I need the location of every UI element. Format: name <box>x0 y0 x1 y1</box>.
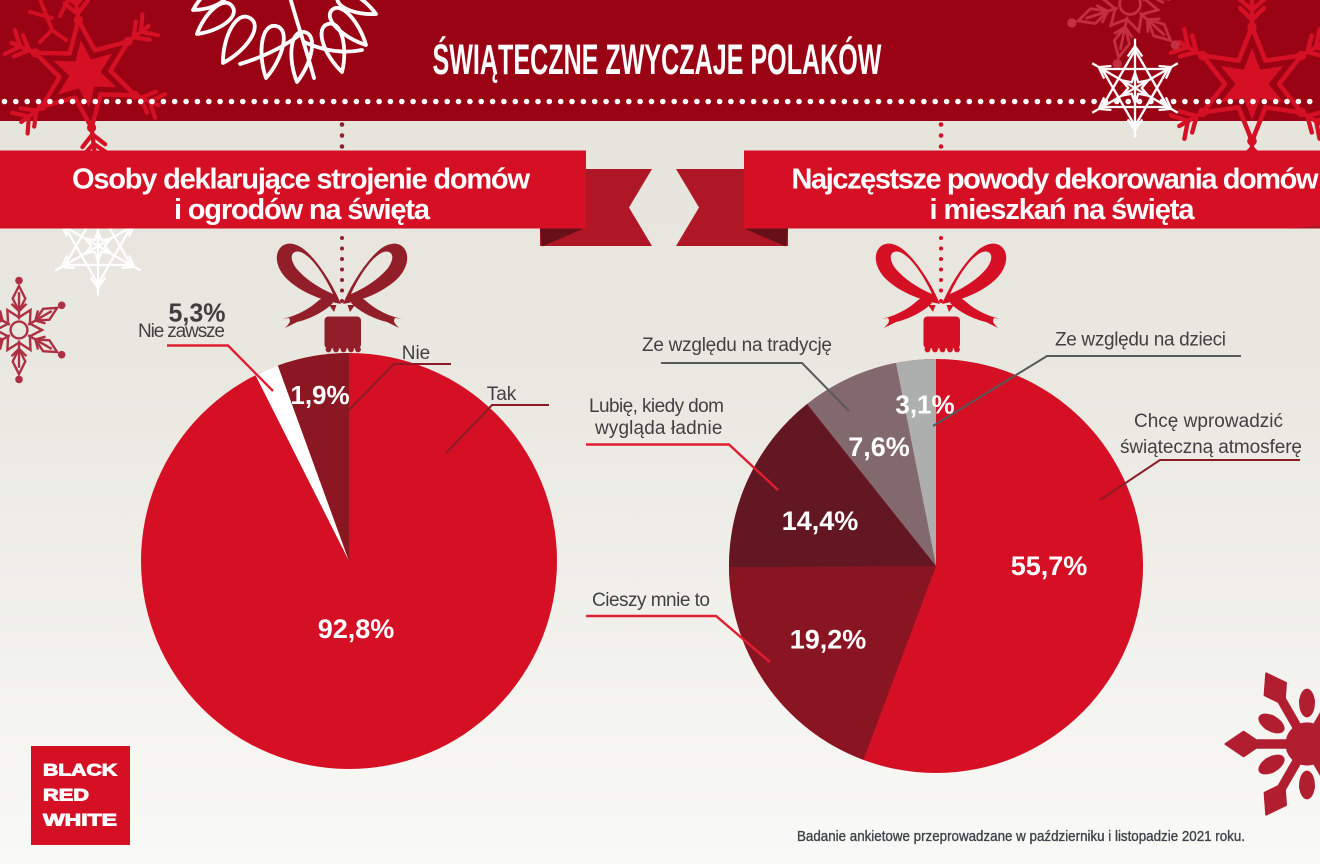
svg-text:92,8%: 92,8% <box>318 614 395 644</box>
svg-text:Chcę wprowadzić: Chcę wprowadzić <box>1134 411 1283 432</box>
svg-text:RED: RED <box>43 786 89 805</box>
svg-text:świąteczną atmosferę: świąteczną atmosferę <box>1120 437 1302 458</box>
svg-text:55,7%: 55,7% <box>1011 551 1088 581</box>
svg-text:wygląda ładnie: wygląda ładnie <box>594 418 723 439</box>
svg-text:5,3%: 5,3% <box>169 298 226 328</box>
svg-text:WHITE: WHITE <box>43 811 117 830</box>
svg-text:ŚWIĄTECZNE ZWYCZAJE POLAKÓW: ŚWIĄTECZNE ZWYCZAJE POLAKÓW <box>433 35 882 84</box>
svg-text:Nie zawsze: Nie zawsze <box>138 321 225 342</box>
svg-text:Ze względu na tradycję: Ze względu na tradycję <box>642 335 832 356</box>
svg-text:i ogrodów na święta: i ogrodów na święta <box>174 194 431 226</box>
svg-text:Najczęstsze powody dekorowania: Najczęstsze powody dekorowania domów <box>792 164 1319 196</box>
svg-text:19,2%: 19,2% <box>790 625 867 655</box>
svg-text:Ze względu na dzieci: Ze względu na dzieci <box>1055 330 1226 351</box>
svg-text:Lubię, kiedy dom: Lubię, kiedy dom <box>589 396 724 417</box>
svg-text:Nie: Nie <box>402 343 431 364</box>
svg-text:i mieszkań na święta: i mieszkań na święta <box>930 194 1196 226</box>
svg-text:Osoby deklarujące strojenie do: Osoby deklarujące strojenie domów <box>72 164 530 196</box>
svg-text:Badanie ankietowe przeprowadza: Badanie ankietowe przeprowadzane w paźdz… <box>797 828 1245 845</box>
svg-text:1,9%: 1,9% <box>290 380 349 410</box>
svg-text:Cieszy mnie to: Cieszy mnie to <box>592 590 710 611</box>
svg-text:3,1%: 3,1% <box>895 390 954 420</box>
svg-text:Tak: Tak <box>487 384 517 405</box>
svg-text:BLACK: BLACK <box>43 761 118 780</box>
svg-text:14,4%: 14,4% <box>782 506 859 536</box>
svg-text:7,6%: 7,6% <box>848 432 910 462</box>
